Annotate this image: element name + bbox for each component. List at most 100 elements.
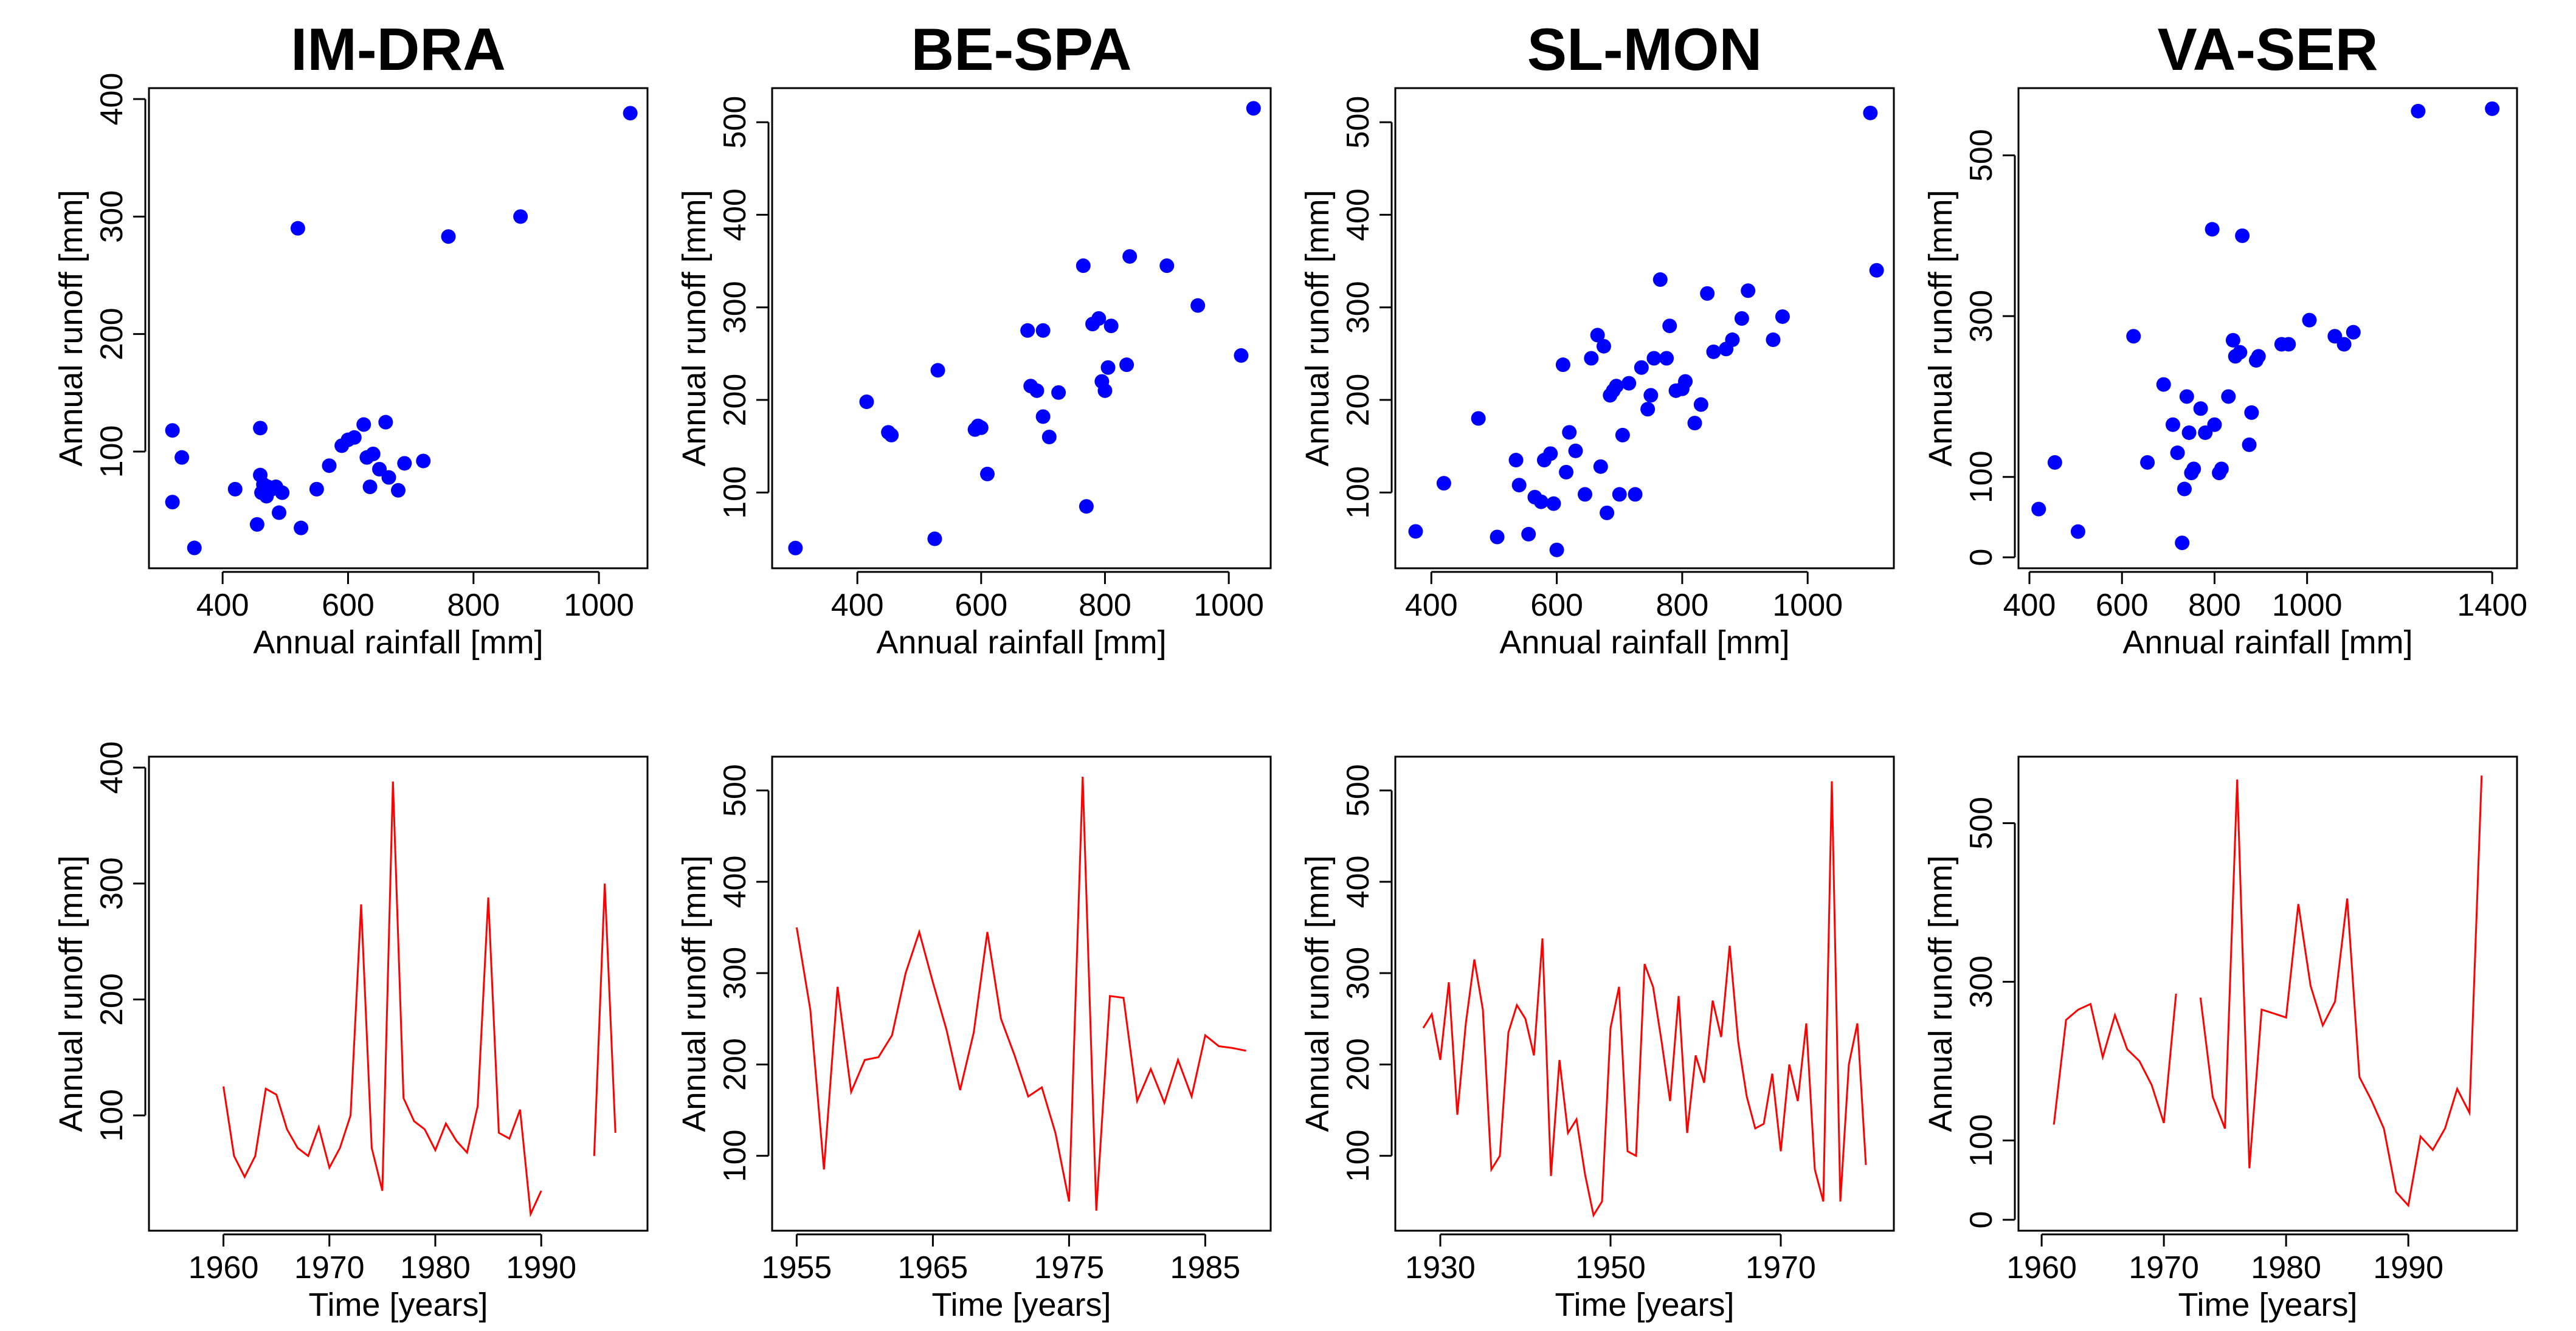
- x-tick-label: 600: [322, 588, 375, 623]
- x-tick-label: 1400: [2457, 588, 2527, 623]
- data-point: [1246, 101, 1261, 116]
- plot-frame: [771, 87, 1272, 569]
- data-point: [2193, 401, 2208, 416]
- data-point: [1549, 542, 1564, 557]
- x-axis-label: Annual rainfall [mm]: [876, 624, 1166, 661]
- plot-frame: [148, 755, 649, 1232]
- data-point: [165, 423, 180, 438]
- data-point: [1100, 360, 1116, 375]
- y-axis-label: Annual runoff [mm]: [676, 855, 713, 1132]
- data-point: [294, 520, 309, 535]
- x-axis-label: Annual rainfall [mm]: [253, 624, 543, 661]
- y-tick-label: 400: [1341, 188, 1376, 241]
- data-point: [372, 462, 387, 476]
- data-point: [1122, 249, 1138, 264]
- data-point: [290, 221, 305, 236]
- data-point: [973, 420, 989, 435]
- y-tick-label: 100: [1341, 1129, 1376, 1182]
- data-point: [1533, 494, 1549, 509]
- data-point: [275, 485, 290, 500]
- data-point: [2175, 535, 2190, 551]
- data-point: [1097, 383, 1113, 398]
- data-point: [362, 480, 378, 494]
- chart-title: BE-SPA: [911, 16, 1131, 83]
- data-point: [1646, 351, 1662, 366]
- y-tick-label: 400: [717, 188, 753, 241]
- y-tick-label: 500: [717, 96, 753, 149]
- y-tick-label: 100: [1341, 466, 1376, 519]
- y-tick-label: 100: [94, 425, 129, 478]
- data-point: [1590, 328, 1605, 343]
- data-point: [1559, 464, 1574, 480]
- x-axis-label: Time [years]: [1555, 1287, 1734, 1323]
- x-tick-label: 1955: [762, 1250, 832, 1285]
- y-tick-label: 300: [94, 190, 129, 243]
- x-tick-label: 1970: [2129, 1250, 2199, 1285]
- data-point: [174, 450, 190, 465]
- data-point: [356, 417, 371, 432]
- data-point: [2411, 103, 2426, 119]
- y-axis-label: Annual runoff [mm]: [53, 190, 89, 466]
- y-tick-label: 300: [94, 857, 129, 910]
- data-point: [1568, 443, 1583, 458]
- data-point: [1863, 105, 1878, 120]
- y-tick-label: 300: [1964, 955, 1999, 1008]
- data-point: [2244, 405, 2259, 420]
- data-point: [2281, 337, 2296, 352]
- data-point: [788, 540, 803, 555]
- data-point: [1562, 425, 1577, 440]
- data-point: [1508, 453, 1524, 468]
- data-point: [2485, 101, 2500, 116]
- x-axis-label: Time [years]: [308, 1287, 488, 1323]
- data-point: [2186, 461, 2201, 476]
- y-tick-label: 300: [717, 281, 753, 334]
- data-point: [1076, 258, 1091, 273]
- data-point: [1643, 388, 1659, 403]
- x-tick-label: 800: [447, 588, 500, 623]
- data-point: [416, 453, 431, 469]
- x-tick-label: 1970: [1746, 1250, 1816, 1285]
- plot-frame: [2017, 755, 2518, 1232]
- data-point: [2214, 461, 2229, 476]
- x-tick-label: 1985: [1170, 1250, 1241, 1285]
- data-point: [2346, 325, 2361, 340]
- x-tick-label: 1000: [2272, 588, 2343, 623]
- data-point: [227, 481, 243, 497]
- y-tick-label: 200: [717, 1038, 753, 1091]
- x-tick-label: 1980: [2251, 1250, 2321, 1285]
- y-tick-label: 100: [717, 466, 753, 519]
- data-point: [1700, 286, 1715, 301]
- x-axis-label: Annual rainfall [mm]: [2122, 624, 2412, 661]
- data-point: [378, 414, 393, 430]
- plot-frame: [2017, 87, 2518, 569]
- y-tick-label: 0: [1964, 549, 1999, 566]
- y-tick-label: 500: [1964, 797, 1999, 850]
- data-point: [2242, 437, 2257, 452]
- series-line: [1422, 781, 1867, 1218]
- y-axis-label: Annual runoff [mm]: [676, 190, 713, 466]
- y-tick-label: 500: [1341, 96, 1376, 149]
- data-point: [1741, 283, 1756, 298]
- data-point: [1041, 429, 1057, 444]
- data-point: [1035, 409, 1051, 424]
- x-tick-label: 400: [196, 588, 249, 623]
- y-tick-label: 0: [1964, 1211, 1999, 1229]
- data-point: [1546, 496, 1561, 511]
- y-tick-label: 100: [717, 1129, 753, 1182]
- chart-panel-2: BE-SPA 400 600 800 1000 Annual rainfall [mm] 1…: [676, 16, 1272, 661]
- x-tick-label: 1970: [294, 1250, 365, 1285]
- data-point: [623, 106, 638, 121]
- data-point: [2031, 501, 2046, 517]
- data-point: [1628, 487, 1643, 502]
- y-tick-label: 300: [1341, 947, 1376, 1000]
- data-point: [1511, 478, 1527, 493]
- data-point: [2232, 345, 2248, 360]
- plot-frame: [1394, 755, 1895, 1232]
- data-point: [1578, 487, 1592, 502]
- data-point: [1436, 476, 1451, 491]
- data-point: [1869, 263, 1884, 278]
- x-tick-label: 800: [2188, 588, 2241, 623]
- data-point: [1621, 376, 1637, 391]
- data-point: [2156, 377, 2171, 392]
